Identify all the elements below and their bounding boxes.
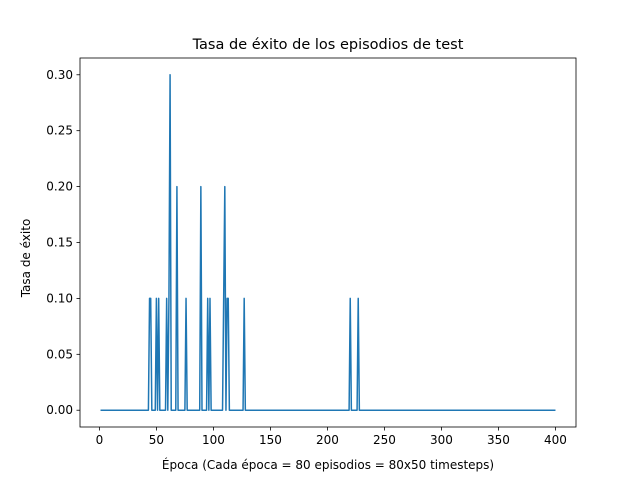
y-tick-label: 0.05	[46, 347, 73, 361]
x-tick-label: 50	[149, 433, 164, 447]
x-tick-label: 250	[373, 433, 396, 447]
x-tick-label: 400	[544, 433, 567, 447]
y-tick-label: 0.25	[46, 124, 73, 138]
y-tick-label: 0.00	[46, 403, 73, 417]
y-tick-label: 0.10	[46, 291, 73, 305]
x-axis-label: Época (Cada época = 80 episodios = 80x50…	[162, 457, 494, 472]
x-tick-label: 350	[487, 433, 510, 447]
y-tick-label: 0.20	[46, 180, 73, 194]
y-tick-label: 0.30	[46, 68, 73, 82]
plot-frame	[79, 57, 577, 428]
x-tick-label: 150	[259, 433, 282, 447]
x-tick-label: 100	[202, 433, 225, 447]
x-axis: 0 50 100 150 200 250 300 350 400	[96, 427, 567, 447]
y-axis-label: Tasa de éxito	[19, 219, 33, 299]
y-axis: 0.00 0.05 0.10 0.15 0.20 0.25 0.30	[46, 68, 80, 417]
y-tick-label: 0.15	[46, 236, 73, 250]
x-tick-label: 0	[96, 433, 104, 447]
series-line	[100, 74, 556, 411]
plot-area	[100, 74, 556, 411]
x-tick-label: 200	[316, 433, 339, 447]
x-tick-label: 300	[430, 433, 453, 447]
chart-title: Tasa de éxito de los episodios de test	[192, 37, 464, 53]
